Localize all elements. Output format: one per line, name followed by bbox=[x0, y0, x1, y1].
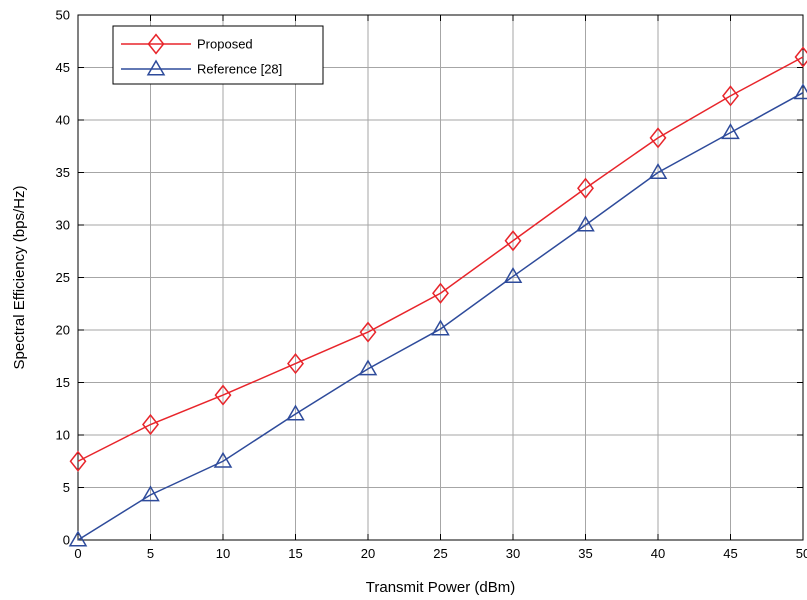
series-line bbox=[77, 56, 804, 462]
data-point-marker bbox=[213, 451, 233, 468]
y-tick-label: 50 bbox=[56, 8, 70, 23]
y-tick-label: 5 bbox=[63, 480, 70, 495]
data-point-marker bbox=[142, 413, 159, 436]
data-point-marker bbox=[359, 321, 377, 343]
axis-ticks: 0 5 10 15 20 25 30 35 40 45 50 0 5 10 15 20 25 30 35 40 45 50 bbox=[56, 8, 807, 562]
data-point-marker bbox=[358, 359, 378, 376]
x-tick-label: 30 bbox=[506, 546, 520, 561]
legend-marker-shape bbox=[146, 59, 166, 76]
legend-marker-reference bbox=[146, 59, 166, 76]
data-point-marker bbox=[648, 163, 668, 180]
data-point-marker bbox=[503, 266, 523, 283]
x-tick-label: 20 bbox=[361, 546, 375, 561]
series-line bbox=[77, 92, 804, 541]
legend-item-reference: Reference [28] bbox=[121, 59, 282, 77]
data-point-marker bbox=[794, 46, 807, 68]
data-point-marker bbox=[431, 319, 450, 336]
data-point-marker bbox=[287, 353, 304, 375]
data-point-marker bbox=[649, 127, 667, 149]
grid bbox=[77, 14, 804, 541]
data-point-marker bbox=[721, 123, 740, 140]
y-tick-label: 35 bbox=[56, 165, 70, 180]
data-point-marker bbox=[214, 384, 232, 406]
data-point-marker bbox=[793, 83, 807, 100]
legend-label-proposed: Proposed bbox=[197, 37, 253, 52]
x-tick-label: 40 bbox=[651, 546, 665, 561]
data-point-marker bbox=[69, 450, 87, 472]
x-tick-label: 50 bbox=[796, 546, 807, 561]
data-point-marker bbox=[504, 230, 522, 252]
y-tick-label: 15 bbox=[56, 375, 70, 390]
x-tick-label: 25 bbox=[433, 546, 447, 561]
x-tick-label: 5 bbox=[147, 546, 154, 561]
series-proposed bbox=[69, 46, 807, 472]
y-tick-label: 10 bbox=[56, 428, 70, 443]
y-tick-label: 30 bbox=[56, 218, 70, 233]
series-reference bbox=[68, 83, 807, 547]
y-tick-label: 20 bbox=[56, 323, 70, 338]
legend-label-reference: Reference [28] bbox=[197, 62, 282, 77]
y-tick-label: 40 bbox=[56, 113, 70, 128]
data-point-marker bbox=[432, 282, 449, 304]
data-point-marker bbox=[141, 485, 160, 502]
legend-marker-proposed bbox=[147, 33, 165, 55]
y-tick-label: 45 bbox=[56, 60, 70, 75]
y-axis-title: Spectral Efficiency (bps/Hz) bbox=[11, 186, 28, 370]
legend-item-proposed: Proposed bbox=[121, 33, 253, 55]
x-tick-label: 35 bbox=[578, 546, 592, 561]
legend-marker-shape bbox=[147, 33, 165, 55]
data-point-marker bbox=[286, 404, 305, 421]
series bbox=[68, 46, 807, 547]
y-tick-label: 0 bbox=[63, 533, 70, 548]
x-axis-title: Transmit Power (dBm) bbox=[366, 579, 515, 596]
x-tick-label: 45 bbox=[723, 546, 737, 561]
data-point-marker bbox=[722, 85, 739, 107]
data-point-marker bbox=[68, 530, 88, 547]
x-tick-label: 0 bbox=[74, 546, 81, 561]
data-point-marker bbox=[576, 215, 595, 232]
legend: Proposed Reference [28] bbox=[112, 25, 324, 85]
x-tick-label: 15 bbox=[288, 546, 302, 561]
x-tick-label: 10 bbox=[216, 546, 230, 561]
data-point-marker bbox=[577, 177, 594, 199]
y-tick-label: 25 bbox=[56, 270, 70, 285]
